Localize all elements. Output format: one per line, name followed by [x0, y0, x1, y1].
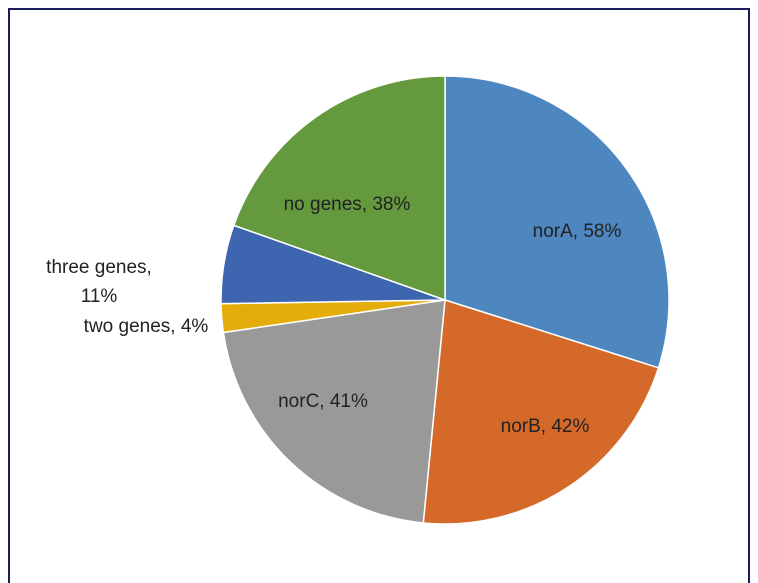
- data-label: norC, 41%: [278, 391, 368, 412]
- label-line: three genes,: [46, 257, 152, 278]
- data-label: norB, 42%: [501, 416, 590, 437]
- data-label: two genes, 4%: [84, 316, 209, 337]
- data-label: no genes, 38%: [284, 194, 411, 215]
- pie-slice: [222, 299, 446, 524]
- pie-slice: [444, 75, 670, 369]
- data-label: norA, 58%: [533, 221, 622, 242]
- pie-slice: [422, 299, 660, 525]
- pie-slice: [232, 75, 446, 302]
- label-line: 11%: [81, 286, 118, 307]
- data-label: three genes, 11%: [46, 257, 152, 307]
